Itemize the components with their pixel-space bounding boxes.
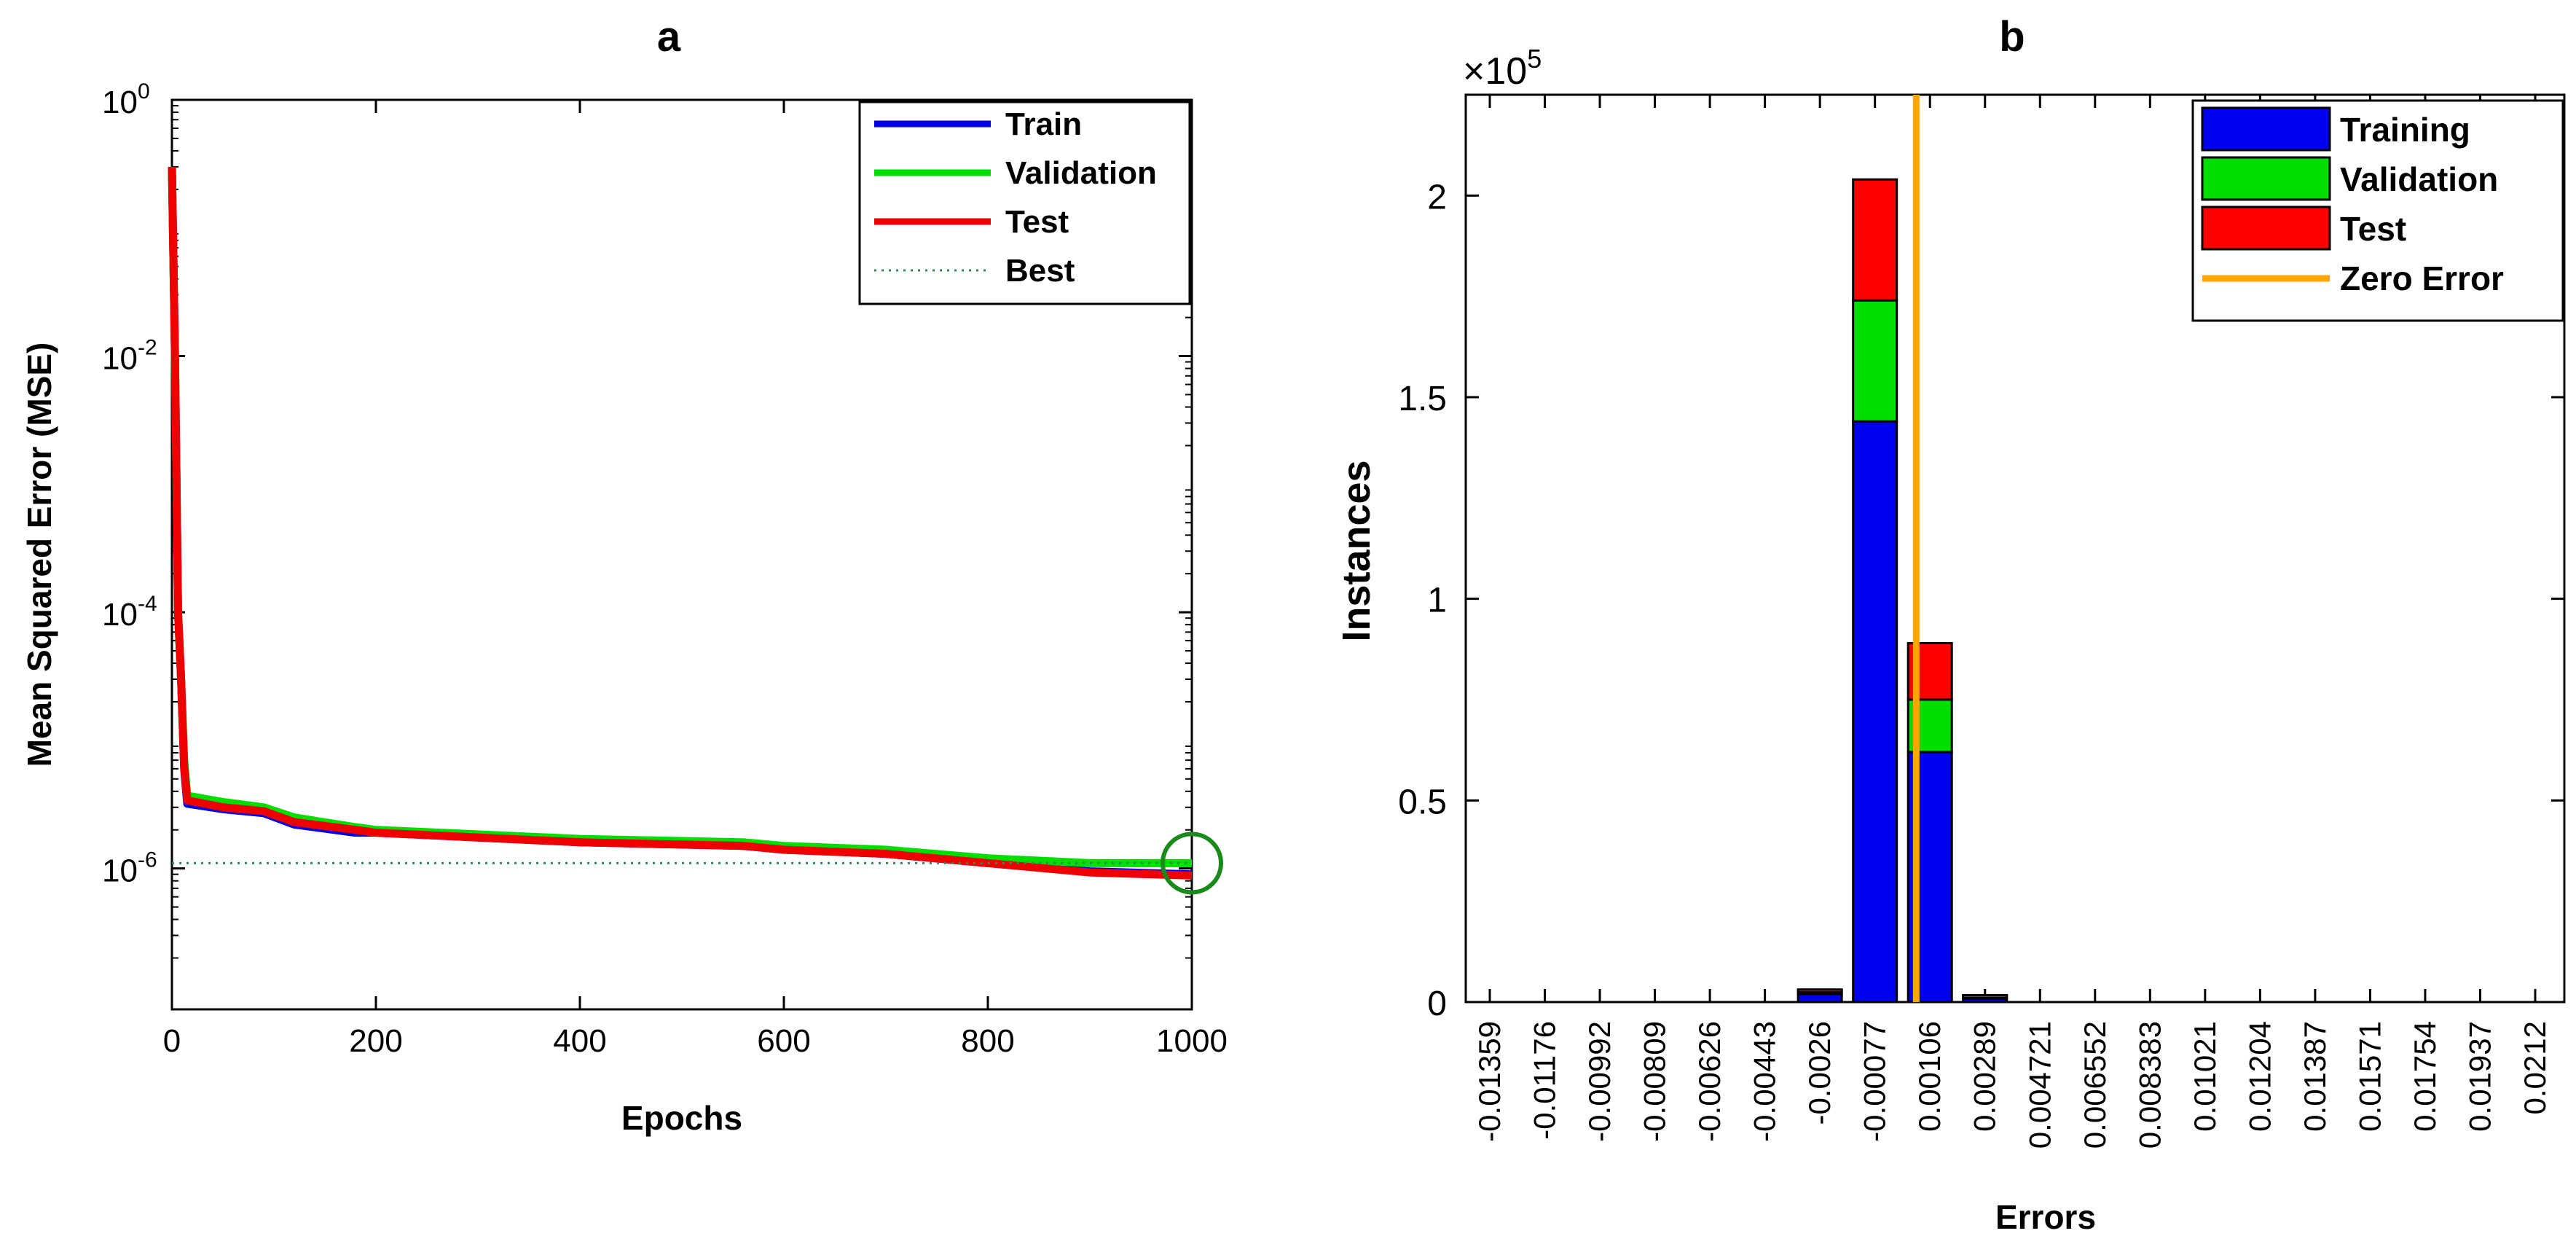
best-epoch-marker <box>1161 832 1223 895</box>
y-tick-label: 10-4 <box>102 592 157 633</box>
panel-b-legend: Training Validation Test Zero Error <box>2191 99 2564 322</box>
bar-test <box>1852 178 1898 302</box>
panel-a-y-axis-label: Mean Squared Error (MSE) <box>20 343 58 767</box>
x-tick-label: -0.0026 <box>1802 1021 1837 1124</box>
series-line-test <box>168 166 1193 880</box>
panel-a-title: a <box>657 13 681 60</box>
y-tick-label: 1.5 <box>1398 380 1447 418</box>
y-tick-exponent: -4 <box>138 592 157 616</box>
legend-label-train: Train <box>1005 106 1082 142</box>
y-tick-label: 10-2 <box>102 336 157 377</box>
x-tick-label: 0.00106 <box>1912 1021 1947 1132</box>
legend-label-validation: Validation <box>1005 155 1157 191</box>
bar-test <box>1796 988 1843 994</box>
legend-label-test: Test <box>1005 204 1069 240</box>
x-tick-label: 800 <box>961 1023 1014 1059</box>
panel-b-y-multiplier-base: ×10 <box>1463 50 1527 93</box>
x-tick-label: 0.01571 <box>2352 1021 2387 1132</box>
y-tick-label: 1 <box>1427 582 1447 620</box>
x-tick-label: -0.00626 <box>1692 1021 1727 1142</box>
panel-a-legend-box <box>858 101 1191 305</box>
x-tick-label: 1000 <box>1156 1023 1228 1059</box>
y-tick-exponent: -6 <box>138 848 157 872</box>
x-tick-label: 0.006552 <box>2078 1021 2112 1149</box>
legend-swatch-training <box>2201 106 2331 152</box>
y-tick-base: 10 <box>102 341 138 377</box>
legend-swatch-test <box>2201 206 2331 251</box>
panel-b-y-multiplier-exponent: 5 <box>1527 44 1542 74</box>
x-tick-label: 0.008383 <box>2132 1021 2167 1149</box>
legend-label-zero-error: Zero Error <box>2340 259 2504 297</box>
panel-a-x-tick-labels: 0 200 400 600 800 1000 <box>163 1023 1228 1059</box>
y-tick-label: 100 <box>102 79 150 120</box>
legend-swatch-validation <box>2201 156 2331 201</box>
x-tick-label: 0.004721 <box>2022 1021 2057 1149</box>
x-tick-label: 0.01387 <box>2298 1021 2332 1132</box>
y-tick-label: 10-6 <box>102 848 157 889</box>
x-tick-label: -0.00809 <box>1638 1021 1672 1142</box>
x-tick-label: -0.00992 <box>1582 1021 1617 1142</box>
x-tick-label: 0.01021 <box>2188 1021 2222 1132</box>
x-tick-label: 600 <box>757 1023 810 1059</box>
panel-a-x-axis-label: Epochs <box>621 1099 742 1137</box>
x-tick-label: 200 <box>349 1023 402 1059</box>
x-tick-label: 0.0212 <box>2518 1021 2552 1114</box>
y-tick-exponent: -2 <box>138 336 157 360</box>
panel-a-series <box>168 166 1193 880</box>
x-tick-label: 0.00289 <box>1968 1021 2002 1132</box>
bar-training <box>1852 420 1898 1004</box>
legend-label-validation: Validation <box>2340 160 2498 198</box>
y-tick-label: 0.5 <box>1398 783 1447 821</box>
y-tick-label: 2 <box>1427 178 1447 216</box>
legend-label-training: Training <box>2340 111 2470 149</box>
x-tick-label: -0.01176 <box>1528 1021 1562 1140</box>
panel-a-legend: Train Validation Test Best <box>858 101 1191 305</box>
y-tick-base: 10 <box>102 597 138 633</box>
panel-b-x-tick-labels: -0.01359 -0.01176 -0.00992 -0.00809 -0.00626… <box>1472 1021 2552 1149</box>
bar-validation <box>1852 299 1898 423</box>
panel-b-y-multiplier: ×105 <box>1463 44 1542 93</box>
x-tick-label: -0.00443 <box>1748 1021 1782 1142</box>
legend-label-best: Best <box>1005 253 1075 289</box>
panel-b-bars <box>1796 178 2008 1004</box>
y-tick-exponent: 0 <box>138 79 150 103</box>
x-tick-label: 400 <box>553 1023 606 1059</box>
x-tick-label: -0.01359 <box>1472 1021 1507 1142</box>
y-tick-base: 10 <box>102 853 138 889</box>
panel-b-error-histogram: b ×105 -0.01359 -0.01176 -0.00992 -0.00809-… <box>1335 13 2566 1236</box>
x-tick-label: 0.01204 <box>2242 1021 2277 1132</box>
bar-test <box>1962 993 2008 999</box>
y-tick-base: 10 <box>102 85 138 120</box>
legend-label-test: Test <box>2340 210 2406 248</box>
panel-b-title: b <box>1999 13 2025 60</box>
y-tick-label: 0 <box>1427 985 1447 1023</box>
x-tick-label: 0.01937 <box>2462 1021 2497 1132</box>
x-tick-label: 0 <box>163 1023 181 1059</box>
panel-b-x-axis-label: Errors <box>1995 1198 2096 1236</box>
x-tick-label: -0.00077 <box>1858 1021 1892 1142</box>
x-tick-label: 0.01754 <box>2408 1021 2442 1132</box>
panel-b-y-axis-label: Instances <box>1335 460 1378 641</box>
bar-training <box>1796 993 1843 1004</box>
panel-b-y-tick-labels: 0 0.5 1 1.5 2 <box>1398 178 1447 1023</box>
